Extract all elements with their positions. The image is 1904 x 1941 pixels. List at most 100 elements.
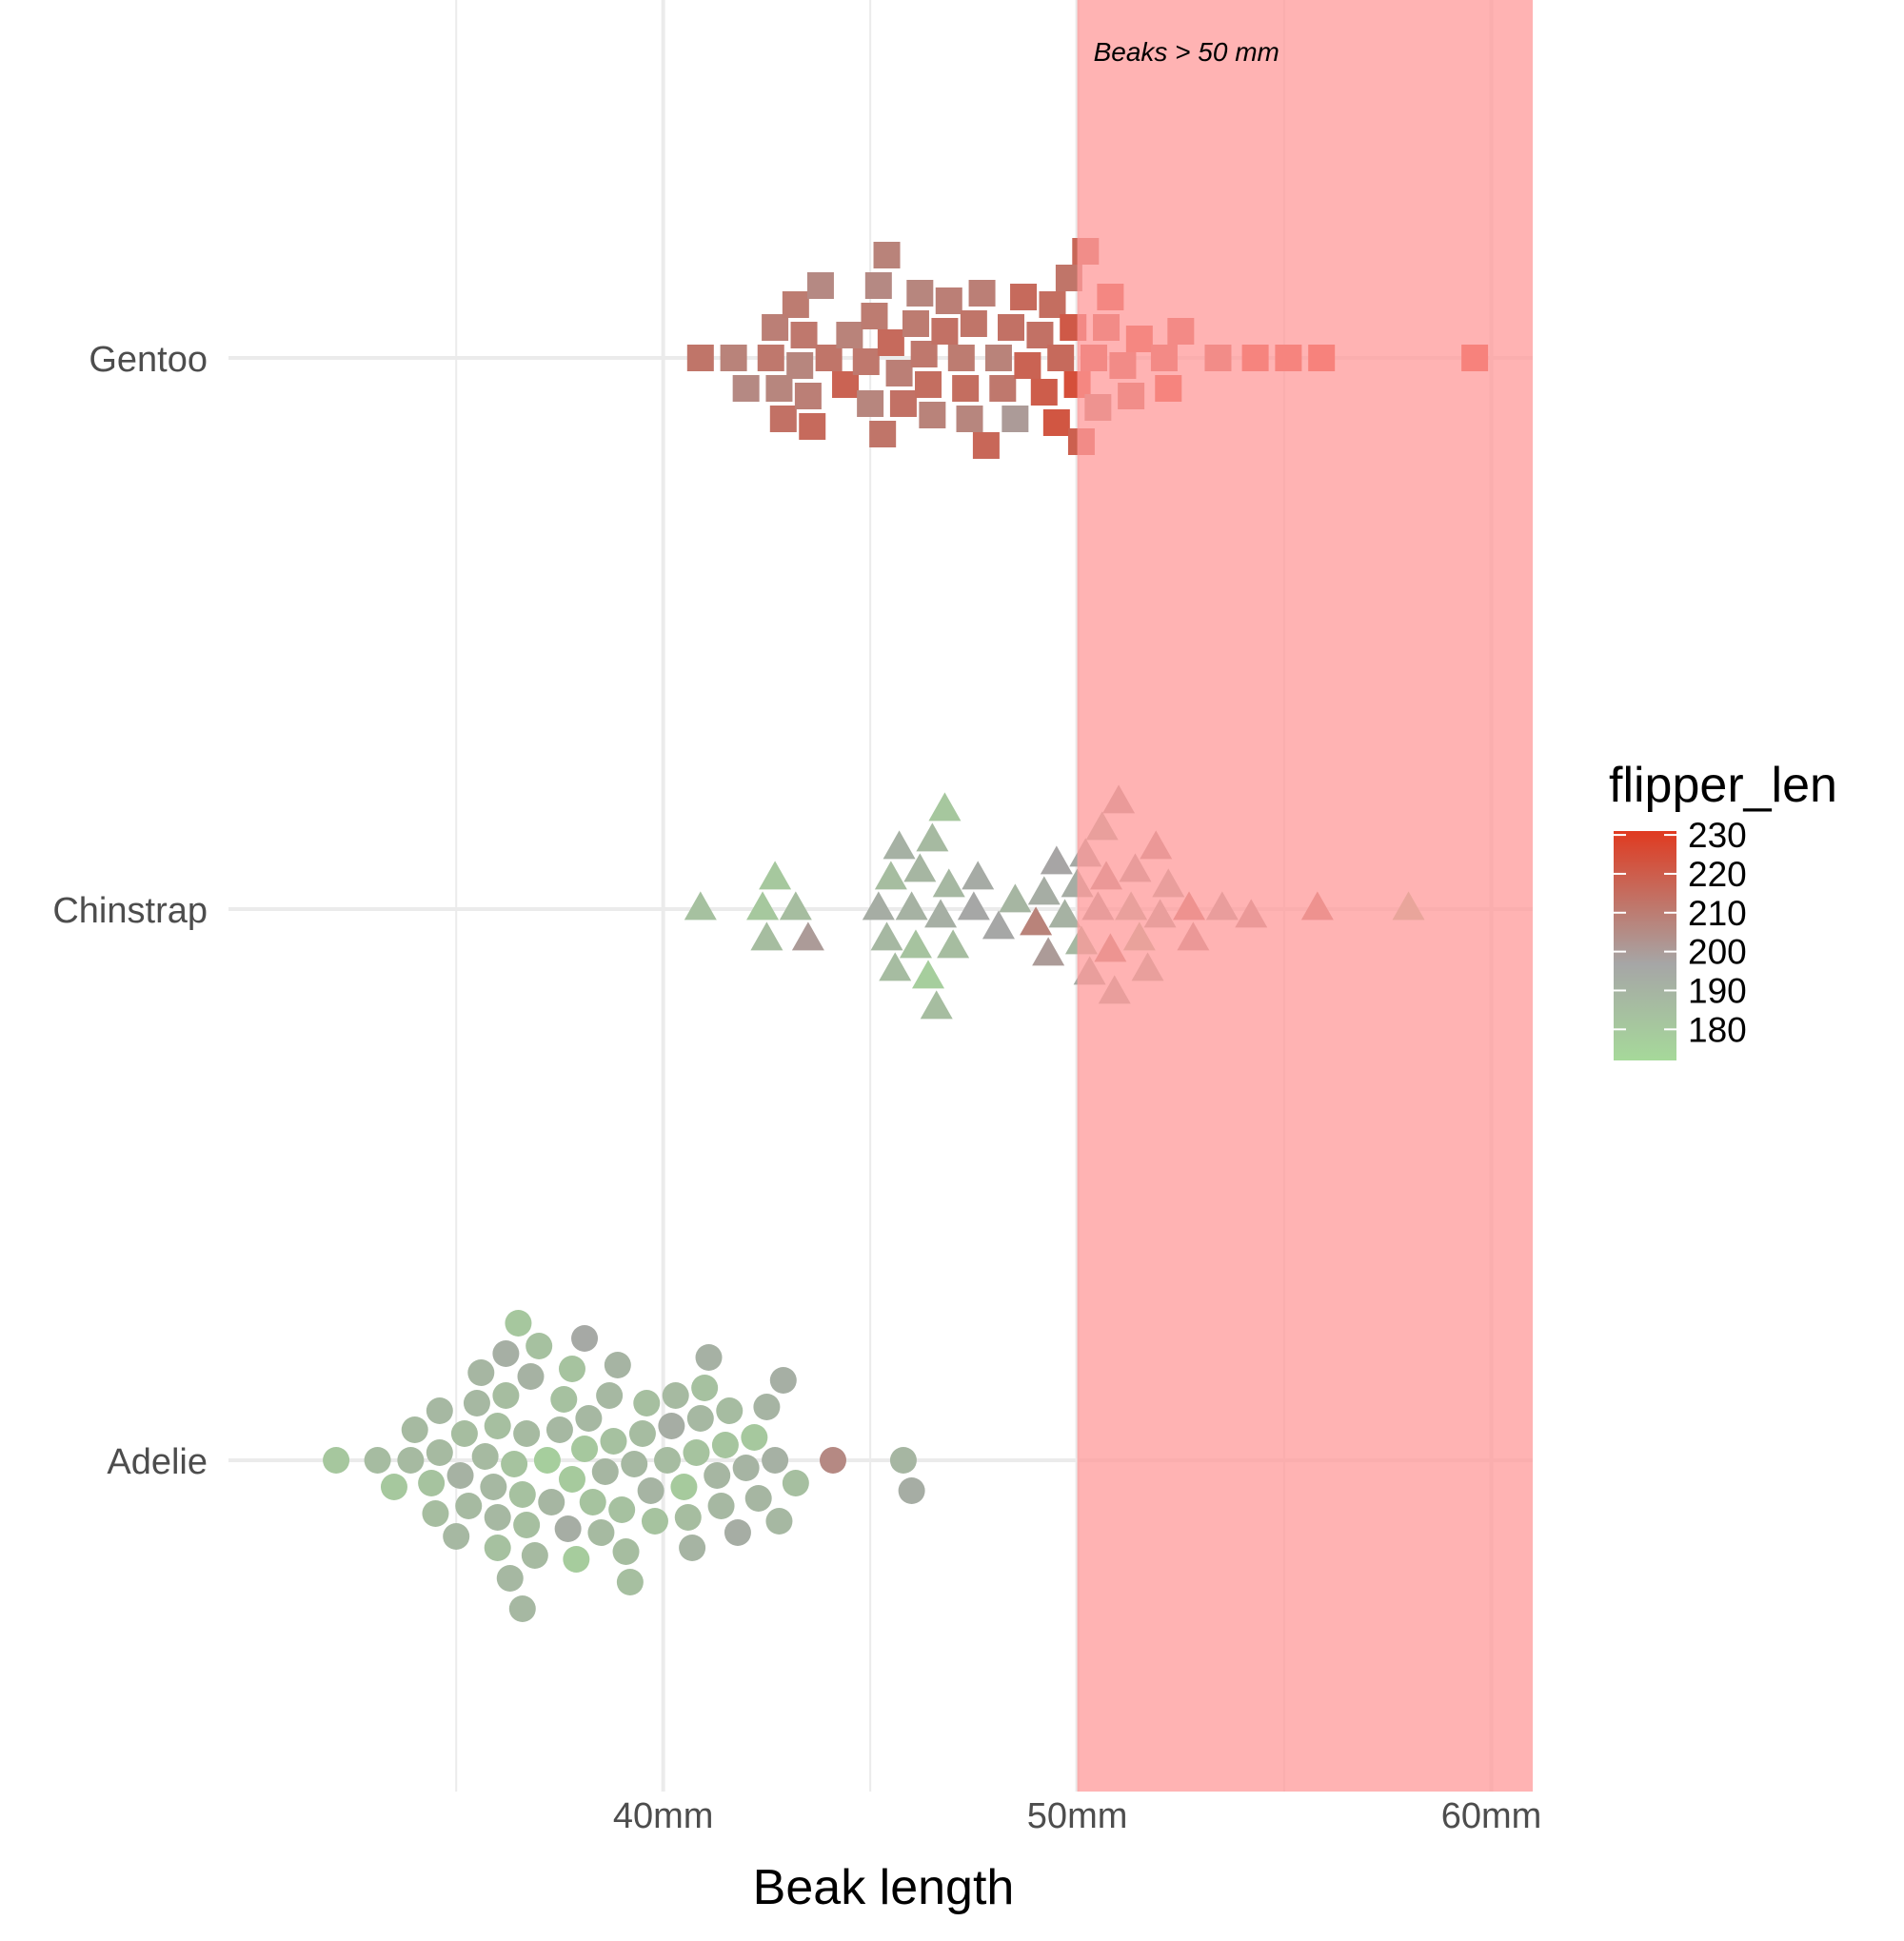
adelie-point (819, 1447, 846, 1474)
gentoo-point (984, 345, 1012, 371)
gentoo-point (857, 390, 884, 417)
adelie-point (591, 1458, 619, 1485)
x-axis-title: Beak length (753, 1860, 1015, 1915)
x-tick-label: 50mm (1027, 1796, 1128, 1836)
gentoo-point (852, 348, 880, 375)
adelie-point (471, 1443, 499, 1470)
adelie-point (550, 1386, 578, 1413)
gentoo-point (935, 287, 962, 314)
gentoo-point (1047, 345, 1075, 371)
adelie-point (418, 1470, 446, 1496)
adelie-point (533, 1447, 561, 1474)
adelie-point (744, 1485, 772, 1512)
adelie-point (505, 1310, 532, 1337)
adelie-point (654, 1447, 682, 1474)
gentoo-point (989, 375, 1017, 402)
adelie-point (628, 1420, 656, 1447)
adelie-point (898, 1477, 925, 1504)
gentoo-point (769, 406, 797, 432)
chinstrap-point (1040, 845, 1073, 875)
legend-tick-label: 230 (1688, 816, 1747, 855)
adelie-point (633, 1390, 661, 1416)
gentoo-point (1042, 409, 1070, 436)
x-tick-label: 60mm (1441, 1796, 1542, 1836)
chinstrap-point (1027, 876, 1061, 905)
legend-title: flipper_len (1609, 758, 1837, 813)
gentoo-point (998, 314, 1024, 341)
chinstrap-point (874, 861, 907, 890)
gentoo-point (1039, 291, 1066, 318)
adelie-point (596, 1382, 624, 1409)
adelie-point (484, 1504, 511, 1531)
gentoo-point (931, 318, 959, 345)
chinstrap-point (928, 792, 962, 822)
adelie-point (695, 1344, 723, 1371)
adelie-point (724, 1519, 751, 1546)
gentoo-point (765, 375, 793, 402)
chinstrap-point (937, 929, 970, 959)
adelie-point (662, 1382, 689, 1409)
chinstrap-point (883, 830, 916, 860)
adelie-point (521, 1542, 548, 1569)
adelie-point (443, 1523, 470, 1550)
gentoo-point (832, 371, 860, 398)
chinstrap-point (920, 990, 953, 1020)
highlight-band-label: Beaks > 50 mm (1094, 37, 1279, 67)
gentoo-point (1002, 406, 1029, 432)
adelie-point (753, 1394, 781, 1420)
gentoo-point (956, 406, 983, 432)
chinstrap-point (957, 891, 990, 921)
chinstrap-point (899, 929, 932, 959)
adelie-point (496, 1565, 524, 1592)
adelie-point (741, 1424, 768, 1451)
gentoo-point (1030, 379, 1058, 406)
chinstrap-point (779, 891, 812, 921)
adelie-point (446, 1462, 474, 1489)
adelie-point (612, 1538, 640, 1565)
adelie-point (397, 1447, 425, 1474)
adelie-point (716, 1397, 744, 1424)
adelie-point (401, 1416, 428, 1443)
gentoo-point (919, 402, 946, 428)
legend-colorbar (1614, 831, 1676, 1060)
adelie-point (608, 1496, 636, 1523)
adelie-point (426, 1397, 453, 1424)
gentoo-point (906, 280, 934, 307)
adelie-point (571, 1436, 599, 1462)
gentoo-point (889, 390, 917, 417)
legend-tick-label: 190 (1688, 971, 1747, 1010)
chinstrap-point (759, 861, 792, 890)
gentoo-point (952, 375, 980, 402)
gentoo-point (960, 310, 987, 337)
adelie-point (492, 1340, 520, 1367)
adelie-point (686, 1405, 714, 1432)
chinstrap-point (962, 861, 995, 890)
adelie-point (450, 1420, 478, 1447)
gentoo-point (806, 272, 834, 299)
gentoo-point (720, 345, 747, 371)
adelie-point (455, 1493, 483, 1519)
adelie-point (513, 1420, 541, 1447)
chinstrap-point (791, 921, 824, 951)
gentoo-point (864, 272, 892, 299)
adelie-point (732, 1455, 760, 1481)
gentoo-point (762, 314, 789, 341)
adelie-point (587, 1519, 615, 1546)
adelie-point (484, 1413, 511, 1439)
adelie-point (513, 1512, 541, 1538)
adelie-point (558, 1356, 585, 1382)
adelie-point (575, 1405, 603, 1432)
adelie-point (480, 1474, 507, 1500)
adelie-point (467, 1359, 495, 1386)
gentoo-point (836, 322, 863, 348)
adelie-point (323, 1447, 350, 1474)
adelie-point (621, 1451, 648, 1477)
chinstrap-point (903, 853, 937, 882)
adelie-point (691, 1375, 719, 1401)
gentoo-point (757, 345, 784, 371)
adelie-point (889, 1447, 917, 1474)
adelie-point (765, 1508, 793, 1535)
chinstrap-point (895, 891, 928, 921)
